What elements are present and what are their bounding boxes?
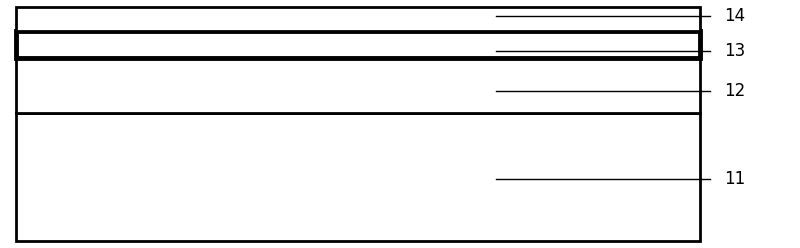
Bar	[16, 7, 700, 31]
Text: 13: 13	[724, 42, 746, 60]
Text: 11: 11	[724, 170, 746, 187]
Text: 12: 12	[724, 82, 746, 99]
Bar	[16, 58, 700, 113]
Bar	[16, 31, 700, 58]
Text: 14: 14	[724, 7, 745, 25]
Bar	[16, 113, 700, 241]
